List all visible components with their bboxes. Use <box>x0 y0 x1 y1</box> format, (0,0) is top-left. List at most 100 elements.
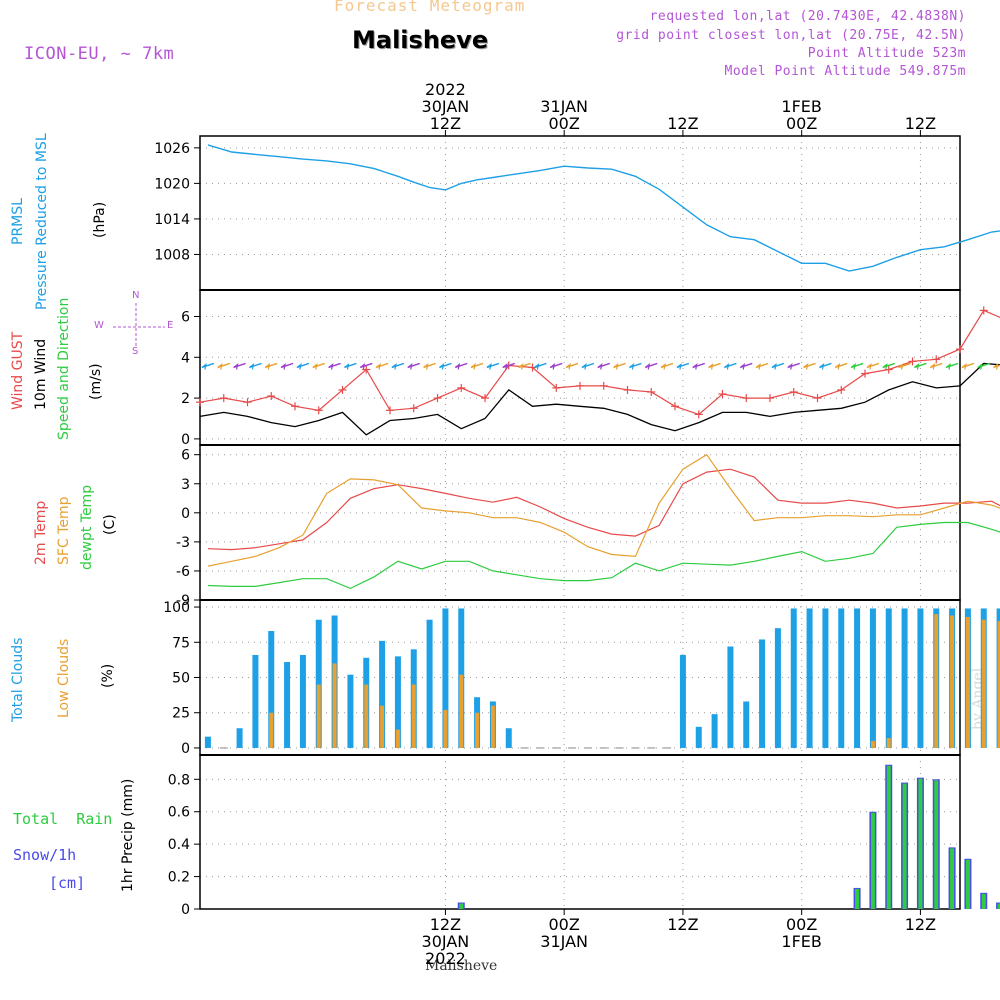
time-label-bottom: 1FEB <box>781 932 821 951</box>
total-cloud-bar <box>268 631 275 748</box>
wind-direction-arrow <box>391 362 405 369</box>
wind-direction-arrow <box>423 362 436 369</box>
t2m-line <box>207 468 1000 551</box>
wind-arrow-head <box>423 363 429 370</box>
wind-direction-arrow <box>835 362 848 369</box>
total-cloud-bar <box>869 608 876 748</box>
wind-direction-arrow <box>803 362 816 369</box>
tsfc-line <box>207 453 1000 567</box>
low-cloud-bar <box>886 738 891 748</box>
wind-direction-arrow <box>312 362 325 369</box>
pressure-line <box>207 144 1000 272</box>
wind-direction-arrow <box>375 362 389 369</box>
wind-arrow-head <box>312 363 318 370</box>
wind-arrow-head <box>945 363 951 370</box>
rain-bar <box>886 765 891 909</box>
wind-direction-arrow <box>470 362 484 369</box>
pressure-ytick-label: 1014 <box>154 212 190 228</box>
total-cloud-bar <box>299 654 306 748</box>
clouds-ytick-label: 100 <box>163 600 190 616</box>
wind-direction-arrow <box>217 362 230 369</box>
low-cloud-bar <box>475 712 480 748</box>
rain-bar <box>934 780 939 909</box>
wind-direction-arrow <box>486 362 500 369</box>
wind-direction-arrow <box>201 362 215 369</box>
super-title: Forecast Meteogram <box>334 0 526 15</box>
wind-arrow-head <box>850 363 856 370</box>
wind-arrow-head <box>470 363 476 370</box>
pressure-ytick-label: 1026 <box>154 141 190 157</box>
low-cloud-bar <box>934 614 939 748</box>
low-cloud-bar <box>997 621 1000 748</box>
low-cloud-bar <box>981 619 986 748</box>
wind-ytick-label: 6 <box>181 310 190 326</box>
wind-arrow-head <box>581 363 587 370</box>
rain-bar <box>965 859 970 909</box>
wind-direction-arrow <box>565 362 579 369</box>
wind-arrow-head <box>644 363 651 370</box>
wind-direction-arrow <box>755 362 769 369</box>
wind-arrow-head <box>233 363 239 370</box>
wind-arrow-head <box>755 363 761 370</box>
wind-direction-arrow <box>930 362 943 369</box>
wind-arrow-head <box>898 363 904 370</box>
wind-arrow-head <box>454 363 461 370</box>
rain-bar <box>459 903 464 909</box>
clouds-ytick-label: 75 <box>172 635 190 651</box>
total-cloud-bar <box>695 726 702 748</box>
low-cloud-bar <box>380 705 385 748</box>
wind-ytick-label: 0 <box>181 432 190 448</box>
total-cloud-bar <box>505 728 512 748</box>
wind-arrow-head <box>264 363 271 370</box>
wind-arrow-head <box>217 363 223 370</box>
rain-bar <box>997 903 1000 909</box>
time-label-bottom: 00Z <box>786 915 817 934</box>
wind-direction-arrow <box>645 362 658 369</box>
wind-direction-arrow <box>740 362 753 369</box>
temperature-ytick-label: 3 <box>181 477 190 493</box>
wind-arrow-head <box>280 363 286 370</box>
wind-direction-arrow <box>724 362 737 369</box>
low-cloud-bar <box>490 705 495 748</box>
wind-direction-arrow <box>771 362 785 369</box>
wind-direction-arrow <box>961 362 975 369</box>
wind-direction-arrow <box>660 362 674 369</box>
wind-arrow-head <box>977 363 983 370</box>
total-cloud-bar <box>711 714 718 748</box>
wind-arrow-head <box>359 363 366 370</box>
time-label-bottom: 12Z <box>905 915 936 934</box>
rain-bar <box>870 812 875 909</box>
wind-direction-arrow <box>534 362 547 369</box>
temperature-ytick-label: -9 <box>176 593 190 609</box>
total-cloud-bar <box>679 654 686 748</box>
temperature-ytick-label: -3 <box>176 535 190 551</box>
wind-arrow-head <box>914 363 920 370</box>
wind-direction-arrow <box>882 362 895 369</box>
wind-direction-arrow <box>518 362 531 369</box>
precip-ytick-label: 0.8 <box>168 772 190 788</box>
clouds-ytick-label: 25 <box>172 706 190 722</box>
wind-direction-arrow <box>977 362 990 369</box>
time-label-top: 00Z <box>549 114 580 133</box>
wind-direction-arrow <box>344 362 357 369</box>
wind-direction-arrow <box>866 362 880 369</box>
wind-arrow-head <box>660 363 666 370</box>
wind-direction-arrow <box>613 362 626 369</box>
time-label-top: 30JAN <box>422 97 470 116</box>
wind-arrow-head <box>407 363 413 370</box>
wind-arrow-head <box>882 363 888 370</box>
total-cloud-bar <box>204 736 211 748</box>
low-cloud-bar <box>870 740 875 748</box>
wind-direction-arrow <box>360 362 373 369</box>
location-title: Malisheve <box>352 26 489 54</box>
wind-arrow-head <box>296 363 302 370</box>
time-label-top: 1FEB <box>781 97 821 116</box>
wind-arrow-head <box>344 363 350 370</box>
low-cloud-bar <box>459 674 464 748</box>
wind-direction-arrow <box>692 362 705 369</box>
rain-bar <box>981 893 986 909</box>
wind-direction-arrow <box>550 362 563 369</box>
wind-arrow-head <box>708 363 714 370</box>
rain-bar <box>918 778 923 909</box>
wind-arrow-head <box>961 363 967 370</box>
